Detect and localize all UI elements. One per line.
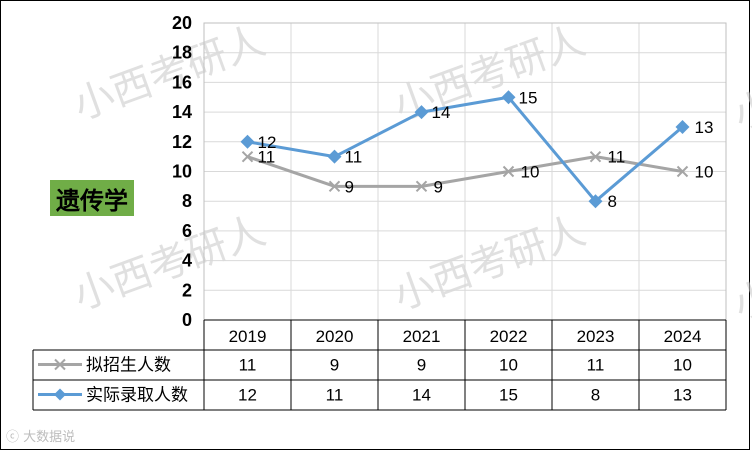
table-cell-value: 10 <box>499 356 518 375</box>
data-label: 12 <box>258 133 277 152</box>
x-category-label: 2021 <box>403 327 441 346</box>
data-point-marker <box>241 150 254 163</box>
x-category-label: 2024 <box>664 327 702 346</box>
table-cell-value: 11 <box>587 356 605 375</box>
table-cell-value: 10 <box>673 356 692 375</box>
data-point-marker <box>588 194 603 209</box>
data-point-marker <box>414 105 429 120</box>
legend-key-marker <box>54 358 66 371</box>
x-category-label: 2019 <box>229 327 267 346</box>
legend-series-name: 实际录取人数 <box>86 386 188 406</box>
data-label: 9 <box>434 177 443 196</box>
watermark-text: 小西考研人 <box>388 208 592 320</box>
table-cell-value: 8 <box>591 386 600 405</box>
watermark-text: 小西考研人 <box>68 208 272 320</box>
data-label: 10 <box>521 163 540 182</box>
table-cell-value: 15 <box>499 386 518 405</box>
data-label: 14 <box>432 103 451 122</box>
data-label: 15 <box>519 88 538 107</box>
table-cell-value: 9 <box>417 356 426 375</box>
data-point-marker <box>327 149 342 164</box>
table-cell-value: 14 <box>412 386 431 405</box>
y-tick-label: 0 <box>182 310 192 330</box>
y-tick-label: 20 <box>172 13 192 33</box>
data-point-marker <box>501 90 516 105</box>
x-category-label: 2020 <box>316 327 354 346</box>
y-tick-label: 10 <box>172 162 192 182</box>
watermark-text: 小西考研人 <box>728 28 752 140</box>
series-line <box>247 155 683 188</box>
x-category-label: 2023 <box>577 327 615 346</box>
data-point-marker <box>676 165 689 178</box>
subject-badge: 遗传学 <box>50 180 134 216</box>
y-tick-label: 12 <box>172 132 192 152</box>
legend-key-marker <box>54 388 66 401</box>
y-tick-label: 2 <box>182 280 192 300</box>
data-label: 10 <box>695 163 714 182</box>
y-tick-label: 8 <box>182 191 192 211</box>
table-cell-value: 11 <box>239 356 257 375</box>
data-point-marker <box>240 134 255 149</box>
series-line <box>247 95 684 203</box>
data-label: 9 <box>345 177 354 196</box>
table-cell-value: 11 <box>326 386 344 405</box>
y-tick-label: 16 <box>172 72 192 92</box>
data-point-marker <box>675 119 690 134</box>
y-tick-label: 4 <box>182 251 192 271</box>
watermark-text: 小西考研人 <box>728 218 752 330</box>
data-point-marker <box>328 180 341 193</box>
logo-text: 大数据说 <box>23 430 76 445</box>
data-label: 8 <box>608 192 617 211</box>
table-cell-value: 12 <box>238 386 257 405</box>
logo-mark: ⓒ 大数据说 <box>6 426 75 445</box>
y-tick-label: 14 <box>172 102 192 122</box>
legend-series-name: 拟招生人数 <box>86 356 171 376</box>
data-point-marker <box>415 180 428 193</box>
data-point-marker <box>589 150 602 163</box>
data-label: 11 <box>258 148 276 167</box>
table-cell-value: 9 <box>330 356 339 375</box>
data-label: 13 <box>695 118 714 137</box>
logo-icon: ⓒ <box>6 430 20 445</box>
y-tick-label: 6 <box>182 221 192 241</box>
y-tick-label: 18 <box>172 43 192 63</box>
watermark-text: 小西考研人 <box>68 18 272 130</box>
data-point-marker <box>502 165 515 178</box>
x-category-label: 2022 <box>490 327 528 346</box>
data-label: 11 <box>345 148 363 167</box>
data-label: 11 <box>608 148 626 167</box>
table-cell-value: 13 <box>673 386 692 405</box>
